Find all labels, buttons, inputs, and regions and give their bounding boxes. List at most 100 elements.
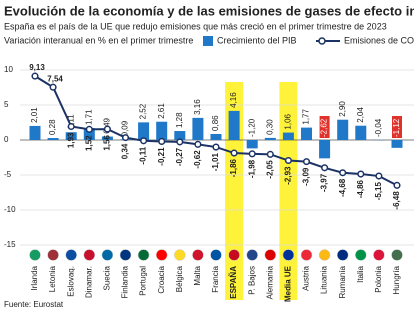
bar-value-label: 1,71 (84, 109, 93, 125)
line-value-label: 1,52 (84, 135, 93, 151)
line-value-label: -3,09 (302, 167, 311, 186)
legend-swatch (203, 36, 213, 46)
line-point (158, 137, 166, 146)
bar (301, 127, 312, 140)
line-value-label: -2,93 (284, 166, 293, 185)
bar-value-label: -2,62 (320, 118, 329, 137)
bar (192, 117, 204, 140)
bar-value-label: 1,28 (175, 112, 184, 128)
bar (101, 136, 113, 140)
flag (174, 249, 186, 261)
label-box (319, 116, 330, 138)
line-point (121, 134, 130, 142)
flag (192, 249, 204, 261)
line-value-label: -1,86 (229, 158, 238, 177)
flag (391, 249, 403, 261)
bar (246, 140, 258, 149)
bar-value-label: -1,20 (247, 118, 256, 137)
bar (228, 110, 240, 140)
line-value-label: -0,11 (139, 146, 148, 164)
bar (282, 132, 294, 140)
x-tick-label: Croacia (157, 265, 166, 293)
line-point (248, 150, 256, 158)
line-point (140, 137, 148, 145)
x-tick-label: Hungría (392, 265, 401, 294)
bar (47, 138, 59, 140)
line-point (49, 83, 57, 91)
legend-dot (318, 37, 326, 45)
line-point (357, 170, 365, 178)
line-value-label: -1,98 (247, 159, 256, 178)
line-value-label: -6,48 (392, 191, 401, 210)
line-value-label: 9,13 (29, 63, 45, 72)
bar-value-label: 0,09 (121, 120, 130, 136)
bar-value-label: 0,49 (103, 117, 112, 133)
x-tick-label: Irlanda (30, 265, 39, 290)
y-tick-label: 5 (4, 100, 9, 109)
x-tick-label: Eslovaq. (66, 266, 75, 297)
line-point (85, 125, 93, 133)
flag (264, 249, 277, 261)
x-tick-label: Austria (302, 265, 311, 290)
bar-value-label: 1,11 (66, 114, 75, 130)
flag (210, 249, 222, 261)
line-value-label: 7,54 (47, 74, 63, 83)
source: Fuente: Eurostat (4, 300, 64, 309)
y-tick-label: -15 (4, 240, 16, 249)
x-tick-label: Francia (211, 265, 220, 292)
bar-value-label: 1,77 (302, 108, 311, 124)
x-tick-label: Suecia (103, 265, 112, 290)
line-value-label: -0,27 (175, 147, 184, 166)
bar-value-label: 0,86 (211, 115, 220, 131)
y-tick-label: -10 (4, 205, 16, 214)
x-tick-label: Media UE (284, 265, 293, 302)
bar (83, 128, 95, 140)
bar-value-label: 2,52 (139, 103, 148, 119)
y-tick-label: -5 (4, 170, 12, 179)
line-value-label: 1,93 (66, 132, 75, 148)
x-tick-label: Polonia (374, 265, 383, 292)
flag (137, 249, 150, 261)
x-tick-label: ESPAÑA (229, 266, 238, 299)
bar-value-label: 0,30 (265, 119, 274, 135)
x-tick-label: P. Bajos (247, 266, 256, 295)
x-tick-label: Finlandia (121, 265, 130, 298)
flag (282, 249, 295, 261)
line-point (230, 149, 238, 157)
bar (29, 125, 41, 140)
bar-value-label: -0,04 (374, 118, 383, 137)
line-point (176, 138, 184, 146)
bar (210, 133, 222, 140)
flag (318, 249, 331, 261)
line-value-label: 1,56 (103, 135, 112, 151)
bar-value-label: 1,06 (284, 113, 293, 129)
note: Variación interanual en % en el primer t… (4, 35, 193, 45)
bar-value-label: 3,16 (193, 99, 202, 115)
bar (174, 131, 186, 140)
line-point (194, 140, 202, 148)
line-point (321, 164, 329, 172)
flag (246, 249, 258, 261)
line-point (67, 122, 75, 131)
bar (391, 140, 403, 148)
flag (83, 249, 96, 261)
flag (228, 249, 240, 261)
line-value-label: -5,15 (374, 181, 383, 200)
y-tick-label: 10 (4, 65, 13, 74)
line-point (103, 125, 111, 133)
line-value-label: -0,21 (157, 147, 166, 166)
line-value-label: -0,62 (193, 150, 202, 169)
x-tick-label: Alemania (265, 265, 274, 299)
flag (47, 249, 59, 261)
bar (319, 140, 331, 159)
legend-label: Emisiones de CO₂ y equivalentes (344, 35, 414, 45)
flag (373, 249, 385, 261)
x-tick-label: Portugal (139, 266, 148, 296)
bar-value-label: 2,01 (30, 107, 39, 123)
x-tick-label: Bélgica (175, 265, 184, 292)
flag (101, 249, 114, 261)
x-tick-label: Malta (193, 265, 202, 285)
line-point (393, 181, 401, 189)
flag (65, 249, 77, 261)
